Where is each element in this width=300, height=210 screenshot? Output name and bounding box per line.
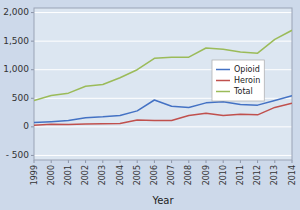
y-tick-label: - 500: [6, 150, 30, 160]
x-tick-label: 2007: [167, 165, 176, 185]
x-tick-label: 2001: [64, 165, 73, 185]
x-tick-label: 2002: [81, 165, 90, 185]
grid-line: [34, 12, 292, 13]
x-tick-label: 2005: [133, 165, 142, 185]
grid-line: [34, 126, 292, 127]
x-tick-label: 2008: [184, 165, 193, 185]
legend-label: Opioid: [234, 65, 260, 74]
series-line: [34, 103, 292, 125]
series-line: [34, 30, 292, 100]
x-tick-label: 2004: [116, 165, 125, 185]
legend-swatch: [216, 91, 230, 93]
legend: Opioid Heroin Total: [212, 60, 264, 101]
grid-line: [34, 155, 292, 156]
x-axis-label: Year: [151, 195, 174, 206]
x-tick-label: 2006: [150, 165, 159, 185]
x-tick-label: 2012: [253, 165, 262, 185]
legend-label: Heroin: [234, 76, 260, 85]
series-group: [34, 30, 292, 125]
y-tick-label: 1,000: [3, 64, 29, 74]
legend-label: Total: [233, 87, 253, 96]
chart: - 500 0 500 1,000 1,500 2,000 1999 2000 2001 2002…: [0, 0, 300, 210]
legend-swatch: [216, 80, 230, 82]
x-tick-label: 2003: [98, 165, 107, 185]
x-tick-label: 2013: [270, 165, 279, 185]
legend-swatch: [216, 69, 230, 71]
y-tick-label: 2,000: [3, 7, 29, 17]
plot-area: [34, 8, 292, 160]
x-tick-label: 2009: [202, 165, 211, 185]
y-tick-label: 0: [23, 121, 29, 131]
plot-frame: [34, 8, 292, 160]
x-tick-label: 2010: [219, 165, 228, 185]
x-tick-label: 2000: [47, 165, 56, 185]
grid-line: [34, 41, 292, 42]
x-tick-label: 1999: [30, 165, 39, 185]
x-tick-label: 2011: [236, 165, 245, 185]
y-tick-label: 1,500: [3, 36, 29, 46]
legend-frame: [212, 60, 264, 101]
y-tick-label: 500: [12, 93, 29, 103]
x-tick-label: 2014: [288, 165, 297, 185]
